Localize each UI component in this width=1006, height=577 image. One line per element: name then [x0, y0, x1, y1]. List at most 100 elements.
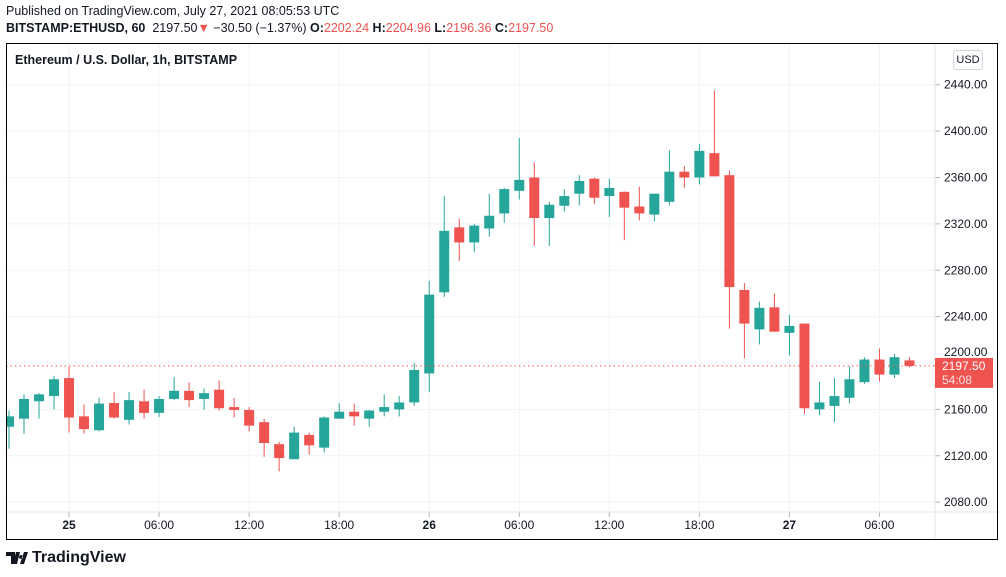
- time-tick-label: 18:00: [324, 518, 354, 532]
- price-tick-label: 2120.00: [944, 449, 988, 463]
- published-line: Published on TradingView.com, July 27, 2…: [6, 4, 340, 18]
- candle-body: [529, 177, 540, 219]
- price-tick-label: 2240.00: [944, 310, 988, 324]
- candle-down: [259, 418, 270, 457]
- candle-down: [184, 382, 195, 408]
- candle-down: [109, 391, 120, 419]
- candle-down: [769, 293, 780, 332]
- candle-down: [229, 397, 240, 418]
- candle-body: [424, 294, 435, 374]
- candle-up: [289, 426, 300, 460]
- candle-up: [49, 375, 60, 410]
- time-tick-label: 06:00: [864, 518, 894, 532]
- candlestick-chart[interactable]: 2080.00 2120.00 2160.00 2200.00 2240.00 2280.…: [6, 43, 999, 540]
- candle-up: [424, 280, 435, 392]
- candle-down: [679, 165, 690, 188]
- candle-body: [439, 230, 450, 293]
- candle-up: [559, 189, 570, 212]
- candle-body: [19, 398, 30, 419]
- price-tick-label: 2080.00: [944, 495, 988, 509]
- candle-up: [814, 381, 825, 416]
- candle-up: [469, 223, 480, 253]
- candle-body: [334, 411, 345, 419]
- candle-body: [769, 307, 780, 332]
- candle-up: [379, 394, 390, 417]
- candle-body: [574, 180, 585, 194]
- time-tick-label: 25: [62, 518, 76, 532]
- candle-body: [244, 409, 255, 426]
- tradingview-logo[interactable]: TradingView: [6, 549, 126, 567]
- high-value: 2204.96: [385, 21, 431, 35]
- candle-down: [139, 389, 150, 419]
- candle-up: [514, 138, 525, 200]
- candle-body: [634, 206, 645, 214]
- time-tick-label: 12:00: [234, 518, 264, 532]
- candle-down: [79, 404, 90, 434]
- candle-up: [604, 178, 615, 217]
- candle-body: [514, 179, 525, 191]
- candle-up: [844, 366, 855, 404]
- candle-body: [874, 359, 885, 375]
- candle-down: [64, 366, 75, 433]
- candle-up: [199, 388, 210, 410]
- candle-body: [304, 434, 315, 446]
- candle-body: [34, 394, 45, 402]
- symbol-name: BITSTAMP:ETHUSD, 60: [6, 21, 146, 35]
- candle-body: [169, 390, 180, 399]
- candle-body: [829, 396, 840, 406]
- candle-down: [634, 186, 645, 221]
- candle-body: [499, 189, 510, 214]
- candle-up: [499, 187, 510, 223]
- close-label: C:: [494, 21, 509, 35]
- candle-body: [679, 171, 690, 178]
- candle-body: [139, 401, 150, 413]
- candle-up: [544, 201, 555, 246]
- candle-body: [694, 150, 705, 178]
- candle-body: [859, 359, 870, 383]
- candle-body: [469, 225, 480, 243]
- candle-body: [559, 196, 570, 206]
- time-tick-label: 06:00: [144, 518, 174, 532]
- candle-up: [694, 143, 705, 185]
- candle-body: [604, 187, 615, 197]
- candle-body: [709, 153, 720, 177]
- candle-down: [349, 403, 360, 426]
- candle-body: [259, 422, 270, 444]
- candle-body: [649, 193, 660, 215]
- chart-frame: [6, 43, 998, 540]
- candle-up: [124, 391, 135, 425]
- candle-body: [619, 191, 630, 208]
- candle-down: [454, 218, 465, 261]
- candle-body: [229, 407, 240, 410]
- candle-body: [199, 393, 210, 399]
- candle-down: [529, 162, 540, 246]
- candle-down: [874, 348, 885, 382]
- candle-up: [664, 150, 675, 206]
- candle-up: [889, 353, 900, 379]
- time-tick-label: 18:00: [684, 518, 714, 532]
- candle-up: [154, 396, 165, 417]
- candle-body: [184, 390, 195, 401]
- candle-body: [274, 444, 285, 459]
- close-value: 2197.50: [508, 21, 554, 35]
- candle-up: [6, 410, 15, 449]
- currency-button[interactable]: USD: [953, 50, 983, 70]
- price-tick-label: 2320.00: [944, 217, 988, 231]
- candle-up: [19, 394, 30, 434]
- candle-down: [709, 90, 720, 177]
- candle-body: [724, 175, 735, 288]
- price-tick-label: 2400.00: [944, 124, 988, 138]
- candle-body: [154, 398, 165, 413]
- candle-up: [334, 403, 345, 419]
- candle-body: [64, 378, 75, 418]
- open-value: 2202.24: [323, 21, 370, 35]
- candle-down: [724, 170, 735, 329]
- candle-up: [784, 314, 795, 356]
- candle-up: [94, 397, 105, 432]
- open-label: O:: [309, 21, 324, 35]
- candle-body: [664, 171, 675, 202]
- time-tick-label: 26: [423, 518, 437, 532]
- candle-body: [409, 369, 420, 403]
- candle-up: [574, 175, 585, 206]
- tradingview-logo-icon: [6, 552, 28, 564]
